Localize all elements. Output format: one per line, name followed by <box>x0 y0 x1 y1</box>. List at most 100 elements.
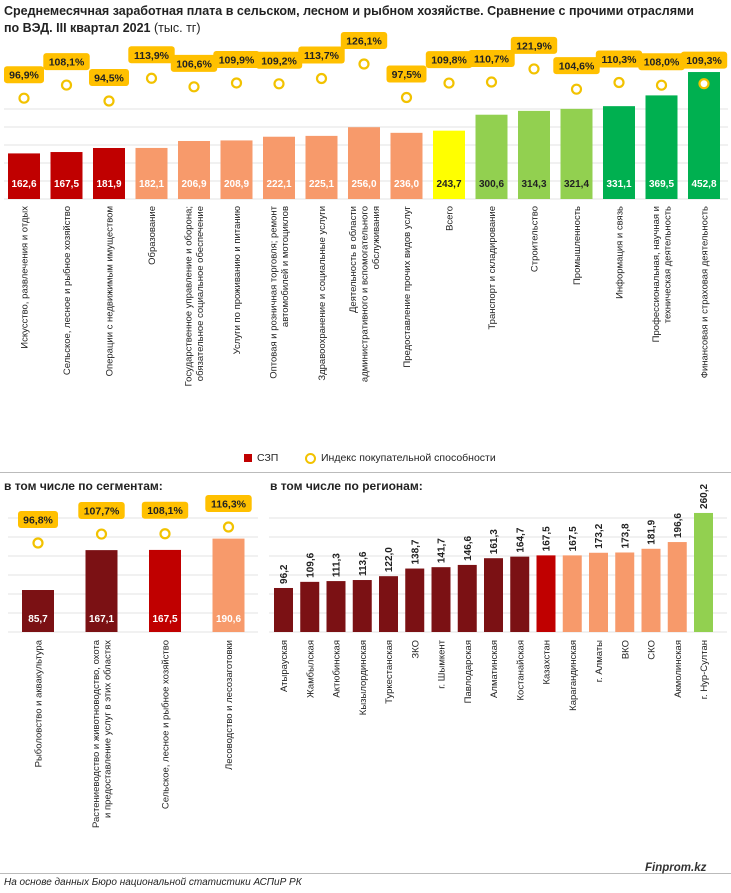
index-3-label: 113,9% <box>134 50 170 62</box>
region-label-15: Акмолинская <box>673 640 684 698</box>
bar-9 <box>390 132 423 199</box>
region-value-4: 122,0 <box>384 547 395 572</box>
segment-index-0-badge <box>18 511 58 528</box>
section-divider <box>0 472 731 473</box>
bar-16 <box>688 72 720 199</box>
bar-value-12: 314,3 <box>521 179 546 190</box>
legend-index-label: Индекс покупательной способности <box>321 452 496 464</box>
index-point-5 <box>230 77 243 89</box>
footer-divider <box>0 873 731 874</box>
segment-index-3-label: 116,3% <box>211 499 247 511</box>
chart-regions: 96,2 Атырауская 109,6 Жамбылская 111,3 Актюби… <box>269 483 727 715</box>
region-value-10: 167,5 <box>542 526 553 551</box>
bar-value-6: 222,1 <box>266 179 291 190</box>
index-16-badge <box>680 51 728 69</box>
bar-2 <box>93 147 125 199</box>
chart-title: Среднемесячная заработная плата в сельск… <box>4 3 704 37</box>
index-point-8 <box>358 58 370 70</box>
region-label-12: г. Алматы <box>594 640 605 682</box>
regions-title: в том числе по регионам: <box>270 479 423 493</box>
chart-main: 162,6 96,9% Искусство, развлечения и отдых… <box>4 32 728 386</box>
chart-title-text: Среднемесячная заработная плата в сельск… <box>4 4 694 35</box>
region-label-14: СКО <box>647 640 658 660</box>
bar-value-16: 452,8 <box>691 179 716 190</box>
index-point-10 <box>443 77 455 89</box>
index-point-16 <box>698 78 710 90</box>
chart-segments: 85,7 96,8% Рыболовство и аквакультура 167,1… <box>8 495 258 828</box>
region-bar-9 <box>510 556 530 632</box>
category-label-4: Государственное управление и оборона;обя… <box>184 206 207 386</box>
index-point-12 <box>528 63 540 75</box>
index-12-badge <box>510 36 558 54</box>
segment-value-3: 190,6 <box>216 614 241 625</box>
bar-4 <box>178 140 210 199</box>
bar-value-5: 208,9 <box>224 179 249 190</box>
segment-bar-1 <box>85 550 118 632</box>
index-point-11 <box>485 76 498 88</box>
category-label-seg-0: Рыболовство и аквакультура <box>33 639 44 767</box>
category-label-6: Оптовая и розничная торговля; ремонтавто… <box>269 205 292 378</box>
bar-value-3: 182,1 <box>139 179 164 190</box>
region-bar-5 <box>405 568 425 632</box>
legend-index-marker <box>305 452 316 464</box>
segment-bar-2 <box>149 549 181 632</box>
index-13-label: 104,6% <box>559 61 595 73</box>
index-2-badge <box>89 69 129 86</box>
region-label-1: Жамбылская <box>305 640 316 698</box>
region-label-7: Павлодарская <box>463 640 474 703</box>
category-label-1: Сельское, лесное и рыбное хозяйство <box>62 206 73 375</box>
bar-value-14: 331,1 <box>606 179 631 190</box>
region-value-2: 111,3 <box>332 553 343 577</box>
region-label-16: г. Нур-Султан <box>699 640 710 699</box>
index-3-badge <box>128 46 175 64</box>
bar-13 <box>560 108 593 199</box>
index-1-label: 108,1% <box>49 57 85 69</box>
region-bar-12 <box>589 552 608 632</box>
index-8-badge <box>340 32 388 49</box>
category-label-0: Искусство, развлечения и отдых <box>19 206 30 349</box>
index-2-label: 94,5% <box>94 73 124 85</box>
region-value-9: 164,7 <box>515 527 526 552</box>
region-bar-10 <box>536 555 556 632</box>
region-label-3: Кызылординская <box>358 640 369 715</box>
index-point-14 <box>613 76 625 89</box>
bar-value-2: 181,9 <box>96 179 121 190</box>
segment-value-2: 167,5 <box>152 614 177 625</box>
bar-1 <box>50 152 83 199</box>
bar-15 <box>645 95 678 199</box>
bar-value-15: 369,5 <box>649 179 674 190</box>
category-label-8: Деятельность в областиадминистративного … <box>348 206 382 382</box>
category-label-11: Транспорт и складирование <box>487 206 498 330</box>
region-bar-8 <box>484 558 503 632</box>
index-7-badge <box>298 46 345 64</box>
chart-unit: (тыс. тг) <box>154 21 201 35</box>
legend-szp-swatch <box>244 454 252 462</box>
region-label-2: Актюбинская <box>332 640 343 698</box>
segment-bar-3 <box>212 538 245 632</box>
bar-value-9: 236,0 <box>394 179 419 190</box>
index-point-15 <box>655 79 668 91</box>
index-13-badge <box>553 57 600 75</box>
index-point-4 <box>188 81 200 93</box>
index-5-badge <box>213 50 260 68</box>
index-6-label: 109,2% <box>261 55 297 67</box>
bar-value-11: 300,6 <box>479 179 504 190</box>
region-value-8: 161,3 <box>489 529 500 554</box>
index-6-badge <box>255 51 303 69</box>
index-9-label: 97,5% <box>392 69 422 81</box>
bar-6 <box>263 136 295 199</box>
index-point-0 <box>18 92 30 104</box>
bar-10 <box>433 130 465 199</box>
index-14-label: 110,3% <box>601 54 637 66</box>
category-label-5: Услуги по проживанию и питанию <box>232 206 243 354</box>
segment-index-0-label: 96,8% <box>23 515 53 527</box>
region-label-8: Алматинская <box>489 640 500 698</box>
region-label-13: ВКО <box>620 640 631 659</box>
region-label-5: ЗКО <box>410 640 421 659</box>
region-bar-4 <box>379 576 398 632</box>
region-bar-2 <box>326 581 346 632</box>
region-label-9: Костанайская <box>515 640 526 700</box>
region-value-13: 173,8 <box>620 523 631 548</box>
segment-index-2-label: 108,1% <box>147 505 183 517</box>
index-16-label: 109,3% <box>686 55 722 67</box>
